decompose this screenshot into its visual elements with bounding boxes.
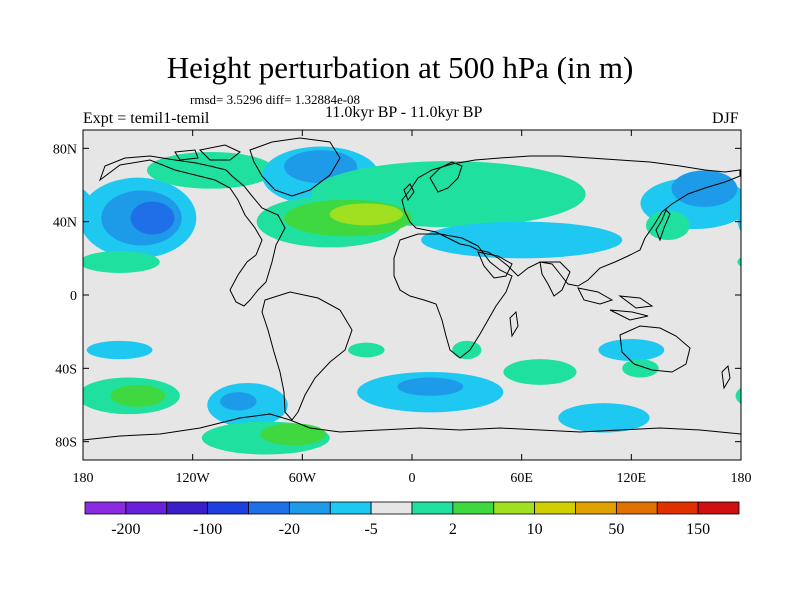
coast-japan (655, 209, 671, 242)
anomaly-region-27 (598, 339, 665, 361)
colorbar-swatch (615, 501, 658, 515)
anomaly-region-wrap-0 (737, 203, 741, 233)
experiment-label: Expt = temil1-temil (83, 110, 210, 127)
colorbar-label: 150 (686, 521, 710, 538)
y-tick-label: 80S (55, 436, 77, 451)
coast-south-america (261, 291, 353, 421)
anomaly-region-19 (220, 392, 257, 411)
colorbar-swatch (452, 501, 495, 515)
colorbar-label: -200 (111, 521, 140, 538)
x-tick-label: 180 (731, 471, 752, 486)
coast-eurasia (401, 155, 741, 287)
colorbar-swatch (697, 501, 740, 515)
colorbar-swatch (248, 501, 290, 515)
y-tick-label: 0 (70, 289, 77, 304)
y-tick-label: 80N (53, 142, 77, 157)
anomaly-region-10 (329, 203, 403, 226)
anomaly-region-3 (83, 251, 160, 273)
coast-greenland (249, 137, 341, 197)
anomaly-region-22 (348, 342, 385, 358)
x-tick-label: 0 (409, 471, 416, 486)
map-axes: 80N 40N 0 40S 80S 180 120W 60W 0 60E 120E 180 (53, 130, 752, 486)
coast-africa (393, 233, 513, 359)
anomaly-region-21 (260, 423, 327, 446)
coast-antarctica (83, 413, 741, 441)
anomaly-region-29 (558, 403, 650, 433)
coast-britain (403, 183, 415, 202)
coast-indonesia (577, 287, 654, 321)
anomaly-region-25 (452, 340, 482, 360)
anomaly-region-15 (86, 340, 153, 360)
coast-madagascar (509, 310, 519, 338)
y-tick-label: 40S (55, 362, 77, 377)
colorbar: -200 -100 -20 -5 2 10 50 150 (84, 501, 740, 538)
anomaly-field (83, 146, 741, 455)
stats-label: rmsd= 3.5296 diff= 1.32884e-08 (190, 92, 361, 107)
coast-arabia (477, 251, 513, 279)
x-tick-label: 120W (176, 471, 211, 486)
plot-title: Height perturbation at 500 hPa (in m) (166, 50, 634, 85)
colorbar-label: 10 (527, 521, 543, 538)
colorbar-swatch (288, 501, 331, 515)
anomaly-region-17 (110, 384, 166, 407)
season-label: DJF (712, 110, 739, 127)
colorbar-label: -5 (364, 521, 377, 538)
colorbar-swatch (166, 501, 209, 515)
coast-australia (619, 325, 691, 373)
coastlines (83, 137, 741, 441)
colorbar-swatch (207, 501, 249, 515)
colorbar-label: -100 (193, 521, 222, 538)
colorbar-swatch (329, 501, 372, 515)
colorbar-swatch (656, 501, 699, 515)
coast-india (539, 261, 571, 297)
colorbar-swatch (493, 501, 536, 515)
colorbar-swatch (84, 501, 127, 515)
colorbar-label: 50 (608, 521, 624, 538)
coast-arctic-islands (174, 144, 241, 161)
anomaly-region-2 (130, 201, 175, 235)
colorbar-swatch (125, 501, 168, 515)
anomaly-region-26 (503, 359, 577, 385)
colorbar-swatch (575, 501, 617, 515)
y-tick-label: 40N (53, 216, 77, 231)
anomaly-region-28 (622, 359, 659, 378)
period-label: 11.0kyr BP - 11.0kyr BP (325, 104, 483, 121)
colorbar-swatch (370, 501, 413, 515)
colorbar-swatch (411, 501, 454, 515)
x-tick-label: 60W (289, 471, 317, 486)
coast-north-america (98, 155, 286, 307)
anomaly-region-24 (397, 377, 464, 396)
anomaly-region-14 (645, 210, 690, 240)
anomaly-region-11 (421, 221, 623, 259)
x-tick-label: 60E (510, 471, 533, 486)
coast-scandinavia (429, 161, 463, 193)
x-tick-label: 180 (73, 471, 94, 486)
colorbar-label: 2 (449, 521, 457, 538)
anomaly-region-wrap-3 (737, 257, 741, 267)
x-tick-label: 120E (617, 471, 647, 486)
anomaly-region-4 (146, 152, 275, 189)
colorbar-swatch (534, 501, 576, 515)
anomaly-region-wrap-12 (83, 189, 93, 218)
coast-new-zealand (721, 364, 731, 390)
colorbar-label: -20 (279, 521, 300, 538)
anomaly-region-wrap-16 (735, 387, 741, 405)
